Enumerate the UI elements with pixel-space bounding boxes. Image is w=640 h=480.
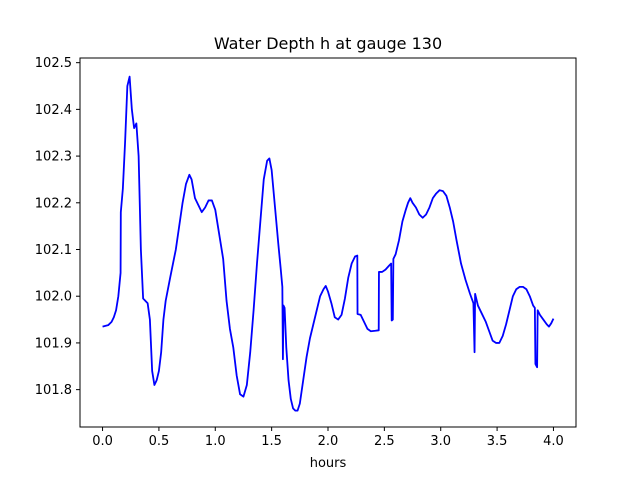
x-tick-label: 2.5: [374, 434, 395, 449]
x-tick-label: 3.5: [487, 434, 508, 449]
x-tick-label: 1.0: [205, 434, 226, 449]
chart-title: Water Depth h at gauge 130: [214, 34, 442, 53]
y-tick-label: 102.1: [35, 243, 72, 258]
y-tick-label: 101.8: [35, 383, 72, 398]
y-tick-label: 102.2: [35, 196, 72, 211]
x-tick-label: 0.0: [92, 434, 113, 449]
x-axis: 0.0 0.5 1.0 1.5 2.0 2.5 3.0 3.5 4.0: [92, 427, 564, 449]
x-axis-label: hours: [310, 456, 347, 471]
y-axis: 101.8 101.9 102.0 102.1 102.2 102.3 102.4 102.5: [35, 56, 80, 398]
y-tick-label: 102.5: [35, 56, 72, 71]
y-tick-label: 102.0: [35, 290, 72, 305]
series-line-0: [102, 75, 555, 412]
x-tick-label: 1.5: [261, 434, 282, 449]
x-tick-label: 4.0: [543, 434, 564, 449]
y-tick-label: 102.3: [35, 150, 72, 165]
x-tick-label: 2.0: [318, 434, 339, 449]
x-tick-label: 3.0: [430, 434, 451, 449]
x-tick-label: 0.5: [149, 434, 170, 449]
y-tick-label: 101.9: [35, 336, 72, 351]
y-tick-label: 102.4: [35, 103, 72, 118]
